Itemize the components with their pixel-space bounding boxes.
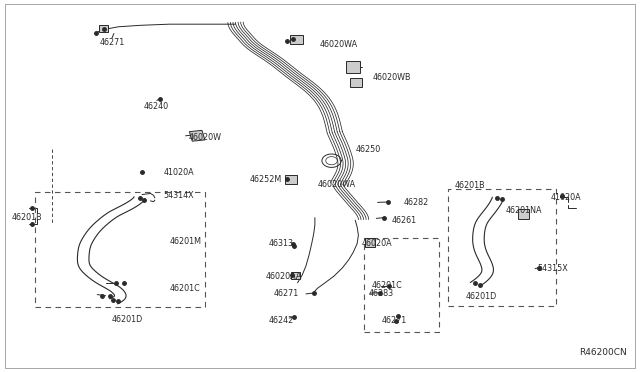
Text: 46020AA: 46020AA (266, 272, 302, 280)
FancyBboxPatch shape (350, 78, 362, 87)
Text: 46020WA: 46020WA (320, 40, 358, 49)
Text: 46201D: 46201D (466, 292, 497, 301)
Text: 46313: 46313 (269, 239, 294, 248)
Text: 54315X: 54315X (538, 264, 568, 273)
Text: 41020A: 41020A (550, 193, 581, 202)
FancyBboxPatch shape (365, 238, 375, 247)
Text: 46242: 46242 (269, 316, 294, 325)
Text: 46252M: 46252M (250, 175, 282, 184)
Text: 46261: 46261 (392, 216, 417, 225)
Text: 46282: 46282 (403, 198, 428, 207)
FancyBboxPatch shape (285, 175, 297, 184)
Text: 46240: 46240 (144, 102, 169, 110)
Text: 54314X: 54314X (163, 191, 194, 200)
Text: 46201C: 46201C (170, 284, 200, 293)
Text: 46271: 46271 (381, 316, 406, 325)
Text: 41020A: 41020A (163, 169, 194, 177)
Text: 46020WA: 46020WA (318, 180, 356, 189)
Text: 46201B: 46201B (454, 181, 485, 190)
FancyBboxPatch shape (99, 25, 108, 32)
Text: 46201D: 46201D (112, 315, 143, 324)
FancyBboxPatch shape (346, 61, 360, 73)
Text: 46201B: 46201B (12, 213, 42, 222)
Text: 46283: 46283 (369, 289, 394, 298)
FancyBboxPatch shape (518, 209, 529, 219)
Text: 46020WB: 46020WB (372, 73, 411, 81)
Bar (35, 192, 205, 307)
Text: 46201M: 46201M (170, 237, 202, 246)
Text: 46271: 46271 (273, 289, 298, 298)
Text: 46201NA: 46201NA (506, 206, 542, 215)
Bar (448, 189, 556, 306)
Text: 46250: 46250 (355, 145, 380, 154)
FancyBboxPatch shape (291, 272, 300, 279)
Text: 46020W: 46020W (189, 133, 222, 142)
Text: 46020A: 46020A (362, 239, 392, 248)
Text: R46200CN: R46200CN (579, 348, 627, 357)
FancyBboxPatch shape (189, 130, 205, 141)
Text: 46271: 46271 (99, 38, 124, 47)
Bar (364, 238, 439, 332)
FancyBboxPatch shape (290, 35, 303, 44)
Text: 46201C: 46201C (371, 281, 402, 290)
